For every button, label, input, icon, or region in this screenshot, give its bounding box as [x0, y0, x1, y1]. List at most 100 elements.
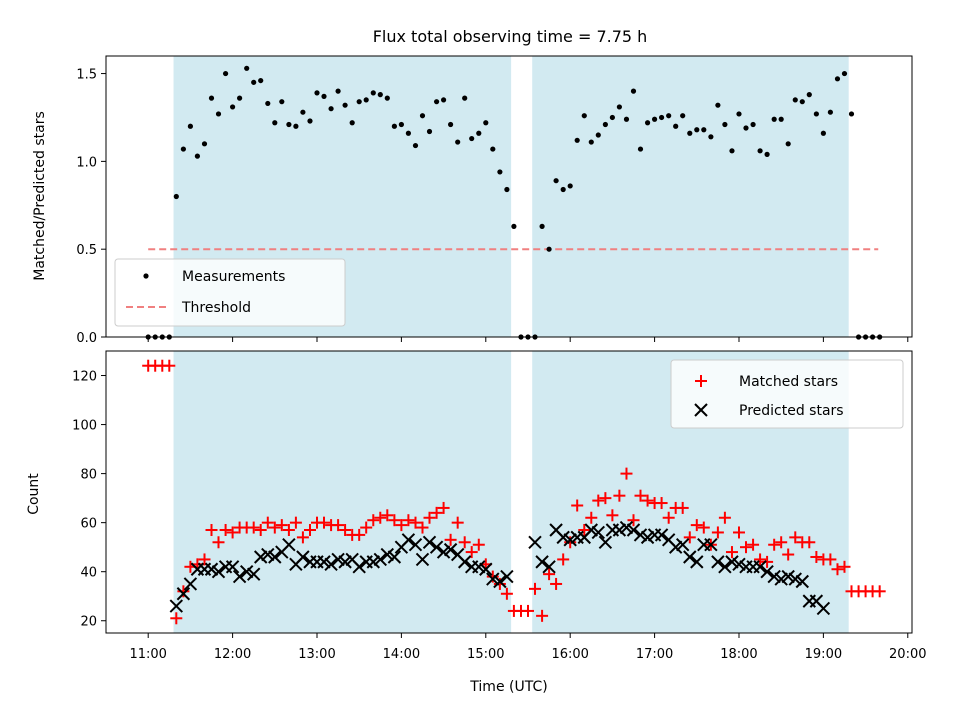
measurement-point — [384, 95, 390, 101]
matched-star-point — [690, 519, 703, 532]
measurement-point — [391, 123, 397, 129]
predicted-star-point — [401, 533, 416, 547]
predicted-star-point — [317, 555, 331, 569]
measurement-point — [490, 146, 496, 152]
predicted-star-point — [668, 540, 683, 554]
top-y-ticks: 0.0 0.5 1.0 1.5 — [76, 68, 106, 346]
matched-star-point — [170, 612, 183, 625]
measurement-point — [806, 92, 812, 98]
predicted-star-point — [542, 560, 556, 574]
predicted-star-point — [415, 552, 430, 567]
x-tick-label: 16:00 — [551, 647, 588, 662]
measurement-point — [300, 109, 306, 115]
matched-star-point — [268, 521, 281, 534]
measurement-point — [764, 151, 770, 157]
matched-star-point — [163, 359, 176, 372]
matched-star-point — [430, 506, 443, 519]
measurement-point — [272, 120, 278, 126]
measurement-point — [680, 113, 686, 119]
matched-star-point — [655, 497, 668, 510]
matched-star-point — [395, 519, 408, 532]
predicted-star-point — [718, 560, 732, 574]
matched-star-point — [571, 499, 584, 512]
y-tick-label: 20 — [80, 615, 97, 630]
top-x-ticks — [147, 337, 909, 342]
matched-star-point — [339, 524, 352, 537]
measurement-point — [792, 97, 798, 103]
predicted-star-point — [387, 550, 402, 564]
matched-star-point — [198, 553, 211, 566]
predicted-star-point — [683, 550, 697, 564]
matched-star-point — [261, 516, 274, 529]
matched-star-point — [416, 521, 429, 534]
predicted-star-point — [366, 555, 380, 569]
measurement-point — [595, 132, 601, 138]
matched-star-point — [683, 531, 696, 544]
measurement-point — [279, 99, 285, 105]
matched-star-point — [282, 524, 295, 537]
bottom-legend-box — [670, 359, 904, 429]
matched-star-point — [754, 553, 767, 566]
measurement-point — [208, 95, 215, 101]
predicted-star-point — [781, 569, 795, 584]
measurement-point — [433, 99, 440, 105]
measurement-point — [771, 116, 777, 122]
matched-star-point — [697, 521, 710, 534]
measurement-point — [560, 186, 566, 193]
matched-star-point — [873, 585, 886, 598]
measurement-point — [201, 141, 208, 147]
predicted-star-point — [591, 525, 606, 540]
predicted-star-point — [253, 550, 268, 564]
predicted-star-point — [563, 533, 577, 547]
measurement-point — [180, 146, 186, 152]
matched-star-point — [564, 536, 577, 549]
predicted-star-point — [711, 555, 725, 569]
matched-star-point — [606, 509, 619, 522]
chart-title: Flux total observing time = 7.75 h — [373, 27, 648, 46]
measurement-point — [539, 223, 545, 229]
predicted-star-point — [479, 562, 493, 576]
measurement-point — [476, 130, 482, 136]
measurement-point — [658, 114, 665, 121]
matched-star-point — [761, 555, 774, 568]
bottom-x-ticks: 11:00 12:00 13:00 14:00 15:00 16:00 17:00 18:00… — [129, 633, 927, 662]
x-tick-label: 17:00 — [636, 647, 673, 662]
measurement-point — [314, 90, 320, 96]
predicted-star-point — [675, 538, 690, 552]
y-tick-label: 1.0 — [76, 155, 97, 170]
predicted-star-point — [704, 538, 718, 552]
y-tick-label: 100 — [72, 419, 97, 434]
matched-star-point — [486, 570, 499, 583]
measurement-point — [469, 135, 475, 142]
matched-star-point — [732, 526, 745, 539]
matched-star-point — [303, 524, 316, 537]
measurement-point — [623, 116, 630, 122]
bottom-plot-frame — [105, 350, 913, 634]
measurement-point — [841, 70, 848, 77]
predicted-star-point — [457, 555, 472, 569]
predicted-star-point — [767, 569, 781, 584]
matched-star-point — [557, 553, 570, 566]
matched-star-point — [458, 536, 471, 549]
matched-star-point — [528, 582, 541, 595]
measurement-point — [258, 77, 264, 84]
predicted-star-point — [788, 572, 802, 586]
matched-star-point — [177, 585, 190, 598]
predicted-star-point — [211, 564, 226, 579]
predicted-star-point — [528, 535, 542, 549]
predicted-star-point — [753, 560, 767, 574]
measurement-point — [265, 100, 271, 107]
measurement-point — [412, 142, 419, 149]
y-tick-label: 60 — [80, 517, 97, 532]
y-tick-label: 120 — [72, 370, 97, 385]
measurement-point — [848, 111, 855, 117]
matched-star-point — [634, 489, 647, 502]
x-tick-label: 20:00 — [889, 647, 926, 662]
measurement-point — [251, 79, 257, 85]
x-tick-label: 18:00 — [720, 647, 757, 662]
measurement-point — [630, 88, 637, 94]
measurement-point — [785, 141, 791, 147]
predicted-star-point — [239, 564, 254, 579]
legend-measurements-label: Measurements — [182, 269, 285, 285]
